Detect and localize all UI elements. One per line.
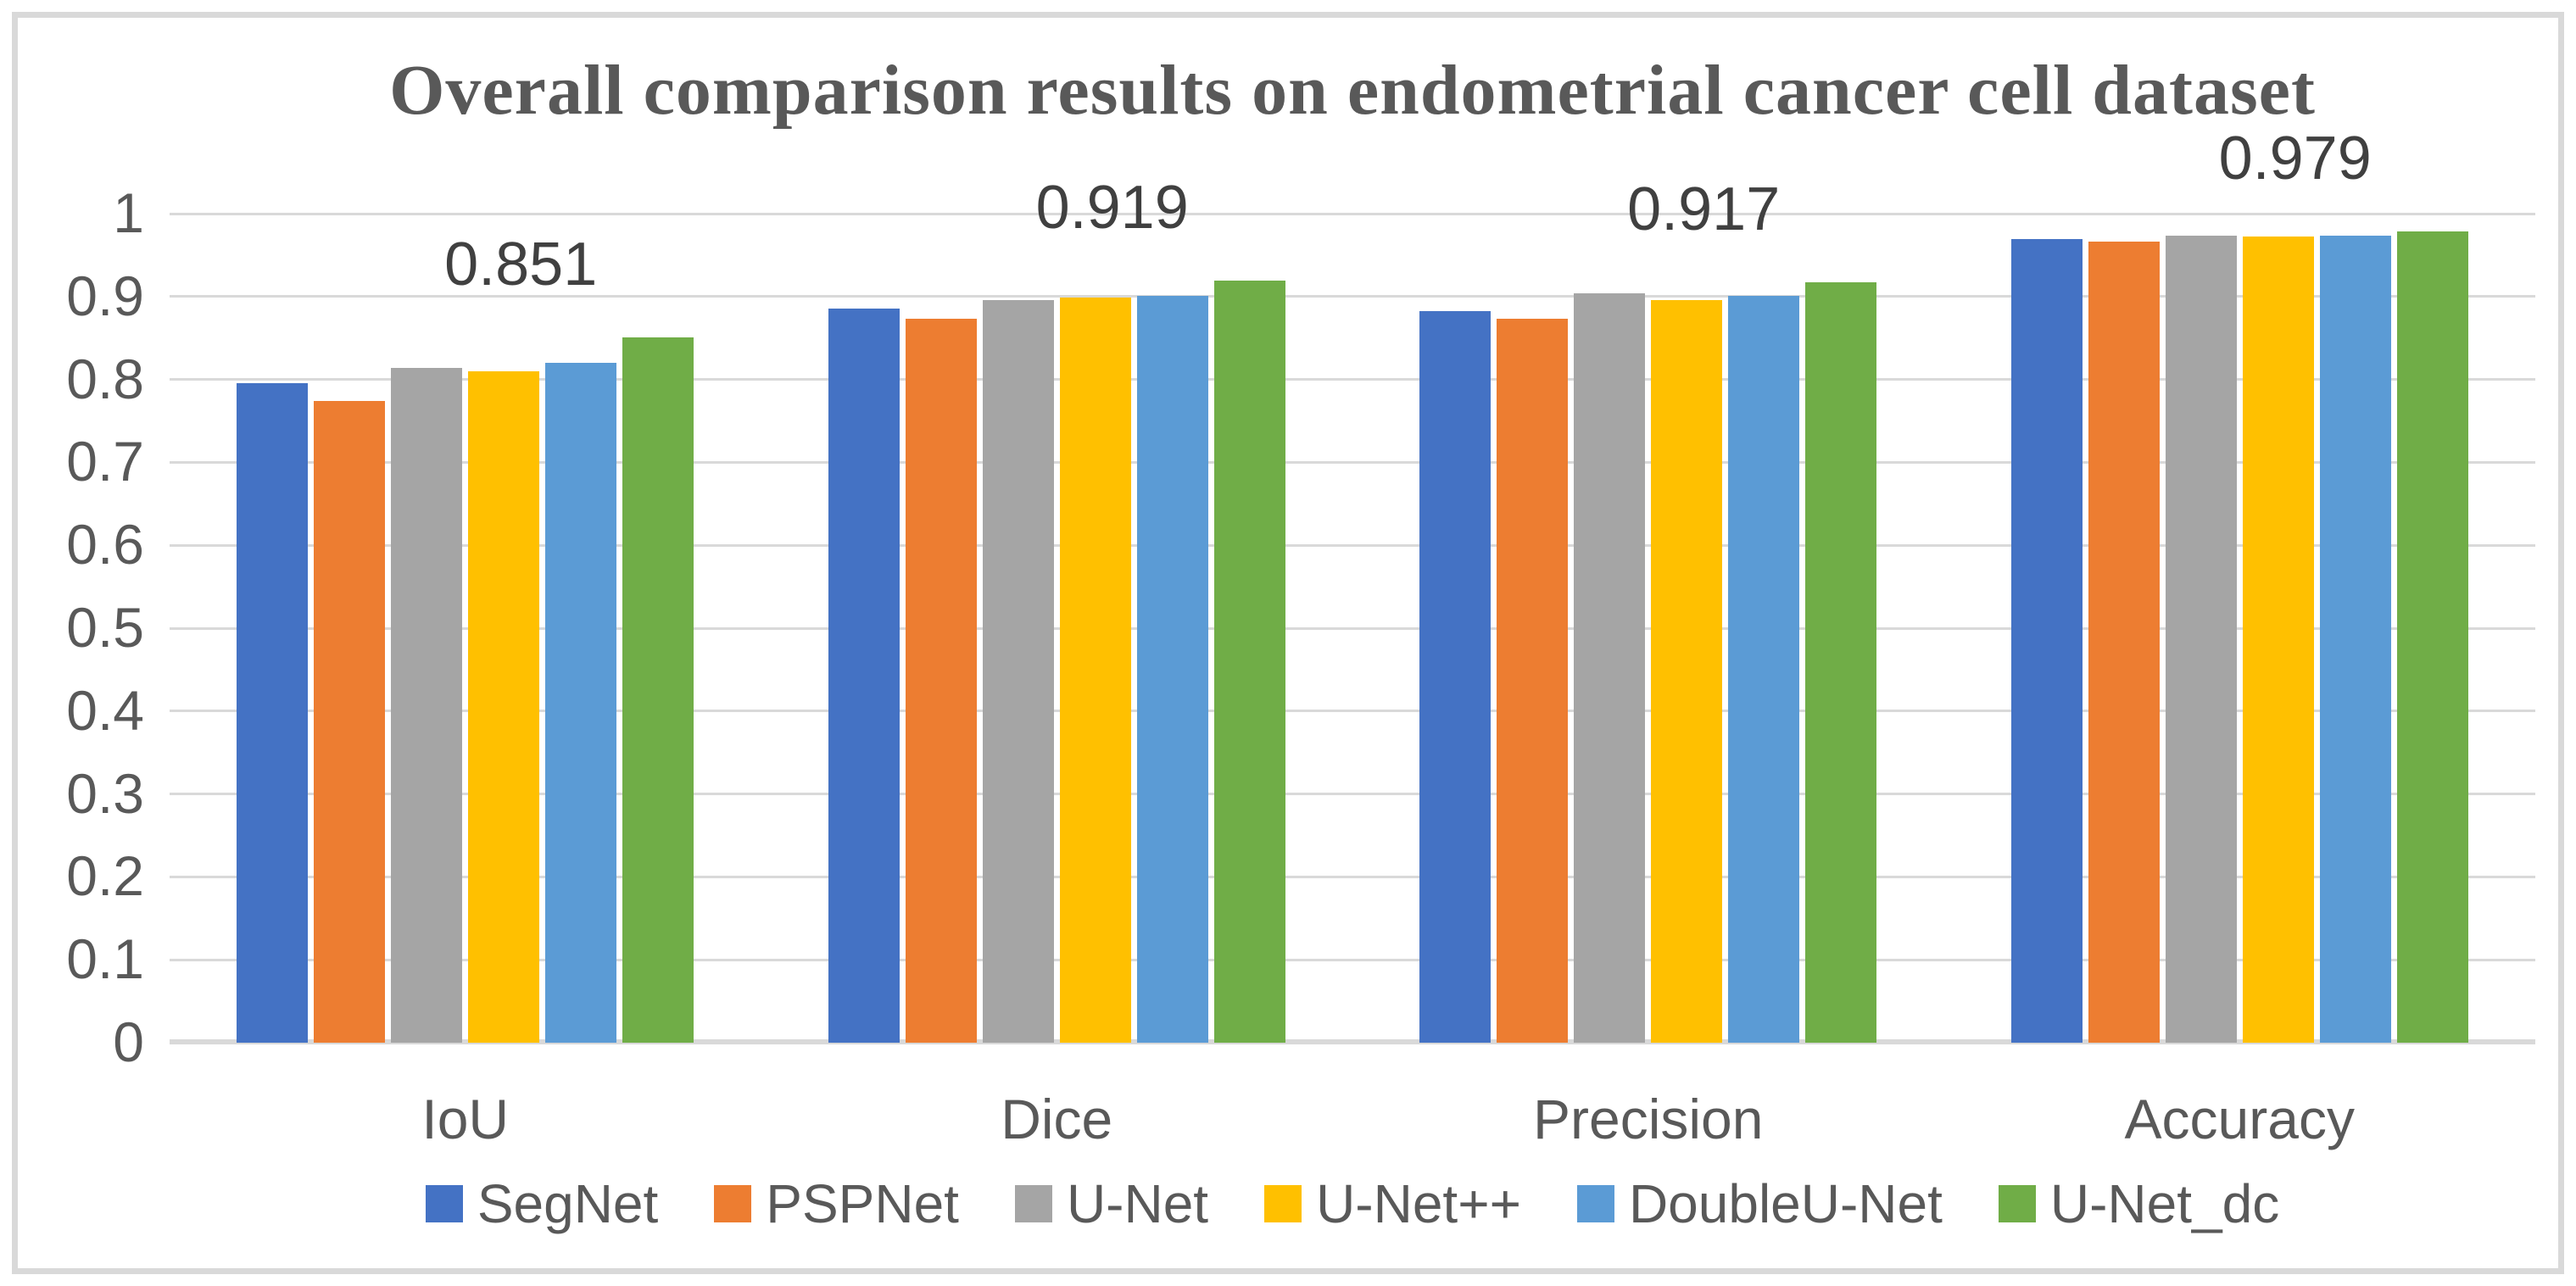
legend-label: U-Net_dc [2049,1173,2280,1234]
gridline-y-0.9 [170,295,2535,298]
bar-DoubleU-Net-IoU [545,363,617,1043]
gridline-y-0.6 [170,543,2535,547]
bar-PSPNet-Accuracy [2088,242,2160,1043]
x-category-label-Dice: Dice [1001,1088,1113,1150]
data-label-U-Net_dc-Accuracy: 0.979 [2218,124,2372,192]
bar-SegNet-Precision [1419,311,1492,1043]
plot-area [170,212,2535,1044]
gridline-y-0.1 [170,958,2535,961]
y-axis-tick-label: 0.2 [66,844,144,908]
gridline-y-0.7 [170,460,2535,464]
x-category-label-Precision: Precision [1533,1088,1764,1150]
y-axis-tick-label: 0.9 [66,264,144,327]
legend-item-PSPNet: PSPNet [714,1177,959,1231]
legend-item-U-Net++: U-Net++ [1264,1177,1521,1231]
y-axis-tick-label: 0.5 [66,596,144,659]
bar-U-Net++-IoU [468,370,540,1043]
bar-U-Net_dc-Precision [1805,282,1877,1043]
bar-group-Precision [1419,214,1877,1043]
gridline-y-1 [170,212,2535,215]
legend-item-U-Net: U-Net [1014,1173,1209,1234]
y-axis-tick-label: 0.6 [66,513,144,576]
bar-DoubleU-Net-Accuracy [2319,236,2391,1043]
bar-PSPNet-IoU [314,401,386,1043]
legend-marker-icon [1264,1185,1302,1222]
bar-group-Dice [828,214,1285,1043]
legend-marker-icon [1998,1185,2036,1222]
bar-group-IoU [237,214,694,1043]
legend: SegNet PSPNet U-Net U-Net++ DoubleU-Net U-Net… [170,1163,2535,1244]
bar-U-Net_dc-Dice [1213,281,1285,1043]
legend-label: U-Net [1066,1173,1209,1234]
bar-U-Net_dc-IoU [622,337,694,1043]
bar-U-Net++-Accuracy [2242,237,2314,1043]
gridline-y-0.8 [170,378,2535,381]
bar-SegNet-Accuracy [2010,239,2083,1043]
data-label-U-Net_dc-Precision: 0.917 [1627,175,1781,244]
y-axis-tick-label: 1 [113,181,144,244]
chart-border-frame [12,12,2564,1274]
gridline-y-0.4 [170,710,2535,713]
gridline-y-0 [170,1039,2535,1044]
legend-item-U-Net_dc: U-Net_dc [1998,1173,2280,1234]
gridline-y-0.2 [170,875,2535,878]
bar-U-Net++-Precision [1651,299,1723,1043]
bar-SegNet-IoU [237,382,309,1043]
y-axis-tick-label: 0.8 [66,347,144,410]
legend-label: U-Net++ [1316,1173,1521,1234]
bar-U-Net-Accuracy [2165,236,2237,1043]
legend-label: DoubleU-Net [1628,1173,1943,1234]
y-axis-tick-label: 0.4 [66,678,144,742]
legend-marker-icon [425,1185,463,1222]
y-axis-tick-label: 0 [113,1010,144,1073]
legend-item-DoubleU-Net: DoubleU-Net [1576,1173,1943,1234]
data-label-U-Net_dc-Dice: 0.919 [1035,174,1189,242]
bar-U-Net_dc-Accuracy [2396,231,2468,1043]
legend-label: PSPNet [766,1173,959,1234]
bar-SegNet-Dice [828,309,900,1043]
y-axis-tick-label: 0.3 [66,761,144,825]
x-category-label-IoU: IoU [421,1088,510,1150]
legend-item-SegNet: SegNet [425,1173,659,1234]
legend-marker-icon [714,1185,752,1222]
bar-group-Accuracy [2010,214,2468,1043]
bar-DoubleU-Net-Precision [1728,295,1800,1043]
gridline-y-0.3 [170,793,2535,796]
data-label-U-Net_dc-IoU: 0.851 [444,230,598,298]
bar-DoubleU-Net-Dice [1136,295,1208,1043]
bar-PSPNet-Dice [905,319,977,1043]
bar-PSPNet-Precision [1497,319,1569,1043]
legend-label: SegNet [477,1173,659,1234]
y-axis-tick-label: 0.7 [66,430,144,493]
legend-marker-icon [1014,1185,1052,1222]
gridline-y-0.5 [170,626,2535,630]
bar-U-Net++-Dice [1059,297,1131,1043]
bar-U-Net-Precision [1574,292,1646,1043]
y-axis-tick-label: 0.1 [66,927,144,991]
x-category-label-Accuracy: Accuracy [2124,1088,2355,1150]
legend-marker-icon [1576,1185,1614,1222]
bar-U-Net-IoU [391,367,463,1043]
chart-title: Overall comparison results on endometria… [389,51,2316,130]
bar-U-Net-Dice [982,299,1054,1043]
